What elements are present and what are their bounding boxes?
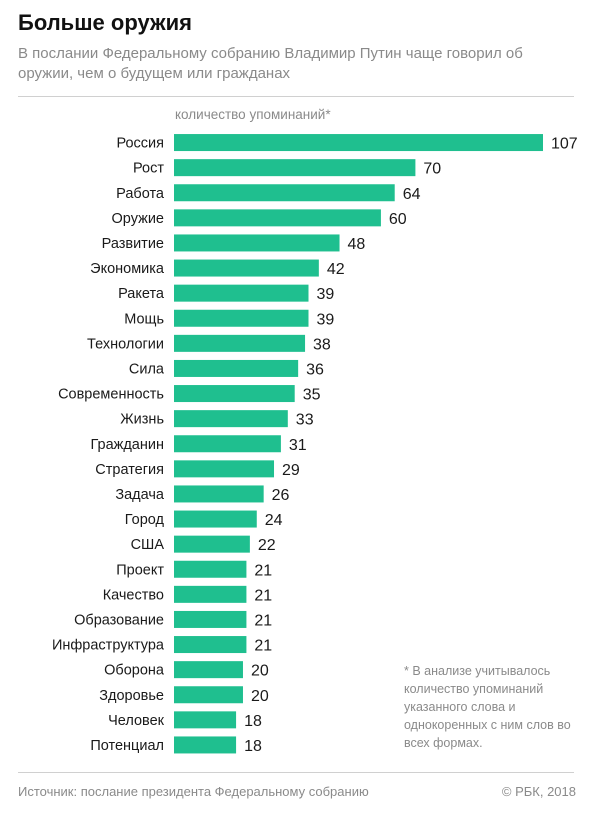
category-label: Жизнь	[120, 412, 164, 428]
bar	[174, 460, 275, 478]
value-label: 31	[289, 437, 307, 454]
category-label: Мощь	[124, 311, 164, 327]
value-label: 48	[348, 236, 366, 253]
category-label: Ракета	[118, 286, 165, 302]
category-label: Развитие	[102, 236, 164, 252]
bar	[174, 410, 288, 428]
bar	[174, 159, 416, 177]
category-label: Человек	[108, 713, 165, 729]
value-label: 39	[316, 286, 334, 303]
category-label: Оборона	[104, 663, 165, 679]
category-label: Задача	[115, 487, 165, 503]
category-label: США	[131, 537, 165, 553]
bar	[174, 184, 395, 202]
chart-subtitle: В послании Федеральному собранию Владими…	[18, 45, 523, 82]
category-label: Гражданин	[90, 437, 164, 453]
category-label: Стратегия	[95, 462, 164, 478]
bar	[174, 661, 243, 679]
bar	[174, 234, 340, 252]
value-label: 38	[313, 336, 331, 353]
value-label: 70	[423, 161, 441, 178]
bar	[174, 284, 309, 302]
value-label: 22	[258, 537, 276, 554]
footer-divider	[18, 772, 574, 773]
category-label: Потенциал	[90, 738, 164, 754]
value-label: 107	[551, 136, 578, 153]
chart-title: Больше оружия	[18, 10, 192, 35]
unit-label: количество упоминаний*	[175, 107, 331, 122]
category-label: Качество	[103, 587, 164, 603]
header-divider	[18, 96, 574, 97]
value-label: 21	[254, 612, 272, 629]
bar	[174, 560, 247, 578]
value-label: 21	[254, 638, 272, 655]
bar	[174, 585, 247, 603]
bar	[174, 435, 281, 453]
footnote: * В анализе учитывалось количество упоми…	[404, 664, 571, 750]
bar	[174, 711, 237, 729]
category-label: Технологии	[87, 336, 164, 352]
bar	[174, 134, 543, 152]
bar	[174, 535, 250, 553]
bar	[174, 334, 306, 352]
category-label: Оружие	[112, 211, 164, 227]
bar	[174, 636, 247, 654]
value-label: 21	[254, 562, 272, 579]
value-label: 21	[254, 587, 272, 604]
bar	[174, 510, 257, 528]
value-label: 64	[403, 186, 421, 203]
value-label: 33	[296, 412, 314, 429]
bar	[174, 736, 237, 754]
category-label: Работа	[116, 186, 165, 202]
category-label: Современность	[58, 387, 164, 403]
value-label: 18	[244, 713, 262, 730]
value-label: 24	[265, 512, 283, 529]
bar	[174, 385, 295, 403]
value-label: 20	[251, 688, 269, 705]
source-note: Источник: послание президента Федерально…	[18, 784, 369, 799]
value-label: 39	[316, 311, 334, 328]
category-label: Рост	[133, 161, 164, 177]
category-label: Проект	[116, 562, 164, 578]
bar	[174, 259, 319, 277]
value-label: 18	[244, 738, 262, 755]
value-label: 42	[327, 261, 345, 278]
value-label: 20	[251, 663, 269, 680]
category-label: Сила	[129, 361, 165, 377]
bar	[174, 485, 264, 503]
bar	[174, 610, 247, 628]
value-label: 29	[282, 462, 300, 479]
bar	[174, 209, 381, 227]
category-label: Образование	[74, 612, 164, 628]
bar	[174, 686, 243, 704]
value-label: 36	[306, 361, 324, 378]
category-label: Здоровье	[99, 688, 164, 704]
value-label: 60	[389, 211, 407, 228]
copyright: © РБК, 2018	[501, 784, 576, 799]
bar	[174, 359, 299, 377]
category-label: Россия	[116, 136, 164, 152]
category-label: Экономика	[90, 261, 165, 277]
category-label: Инфраструктура	[52, 638, 165, 654]
value-label: 35	[303, 387, 321, 404]
category-label: Город	[125, 512, 165, 528]
bar	[174, 309, 309, 327]
value-label: 26	[272, 487, 290, 504]
